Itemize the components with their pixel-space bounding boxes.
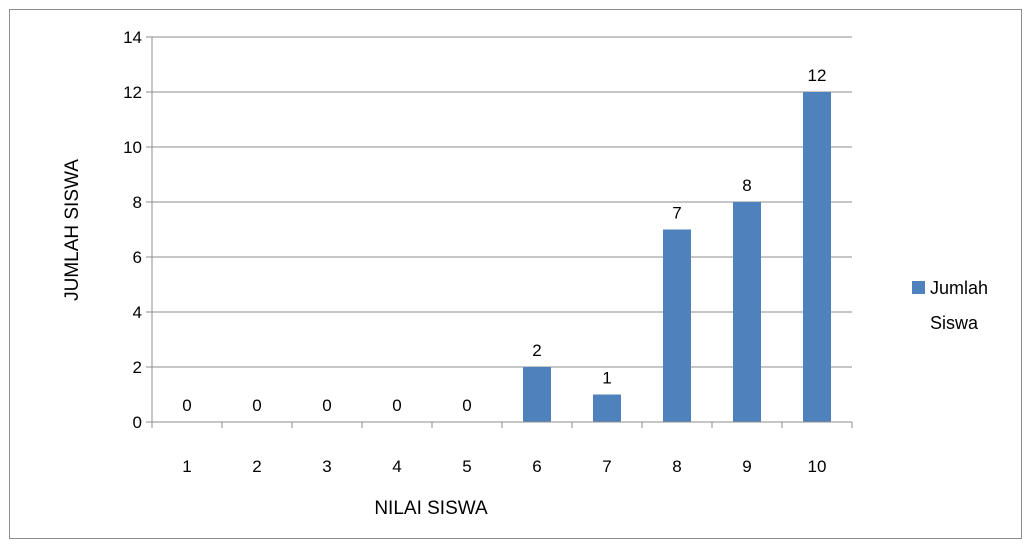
axes bbox=[146, 36, 853, 428]
y-tick-label: 0 bbox=[133, 413, 142, 432]
data-label: 12 bbox=[808, 66, 827, 85]
bar bbox=[663, 229, 691, 422]
data-label: 8 bbox=[742, 176, 751, 195]
y-tick-label: 8 bbox=[133, 193, 142, 212]
bar bbox=[733, 202, 761, 422]
x-tick-label: 2 bbox=[252, 457, 261, 476]
data-label: 0 bbox=[252, 396, 261, 415]
chart-frame bbox=[9, 9, 1022, 539]
bar bbox=[803, 92, 831, 422]
x-tick-label: 4 bbox=[392, 457, 401, 476]
data-label: 0 bbox=[392, 396, 401, 415]
legend-label-line-1: Jumlah bbox=[930, 278, 988, 298]
y-tick-label: 4 bbox=[133, 303, 142, 322]
x-tick-label: 8 bbox=[672, 457, 681, 476]
data-label: 1 bbox=[602, 369, 611, 388]
bar bbox=[523, 367, 551, 422]
bar bbox=[593, 394, 621, 422]
legend-swatch bbox=[912, 281, 925, 294]
y-tick-label: 6 bbox=[133, 248, 142, 267]
x-tick-label: 5 bbox=[462, 457, 471, 476]
y-axis-title: JUMLAH SISWA bbox=[62, 159, 83, 301]
legend: Jumlah Siswa bbox=[912, 278, 988, 333]
y-tick-label: 12 bbox=[123, 83, 142, 102]
data-labels: 0 0 0 0 0 2 1 7 8 12 bbox=[182, 66, 826, 415]
y-tick-label: 2 bbox=[133, 358, 142, 377]
x-tick-label: 9 bbox=[742, 457, 751, 476]
x-tick-label: 3 bbox=[322, 457, 331, 476]
y-tick-label: 10 bbox=[123, 138, 142, 157]
data-label: 7 bbox=[672, 204, 681, 223]
x-tick-label: 10 bbox=[808, 457, 827, 476]
bars bbox=[523, 92, 831, 422]
y-tick-labels: 0 2 4 6 8 10 12 14 bbox=[123, 28, 142, 432]
data-label: 2 bbox=[532, 341, 541, 360]
data-label: 0 bbox=[182, 396, 191, 415]
data-label: 0 bbox=[322, 396, 331, 415]
x-tick-label: 7 bbox=[602, 457, 611, 476]
y-tick-label: 14 bbox=[123, 28, 142, 47]
x-tick-label: 1 bbox=[182, 457, 191, 476]
x-tick-labels: 1 2 3 4 5 6 7 8 9 10 bbox=[182, 457, 826, 476]
x-tick-label: 6 bbox=[532, 457, 541, 476]
data-label: 0 bbox=[462, 396, 471, 415]
x-axis-title: NILAI SISWA bbox=[374, 498, 488, 519]
legend-label-line-2: Siswa bbox=[930, 313, 979, 333]
